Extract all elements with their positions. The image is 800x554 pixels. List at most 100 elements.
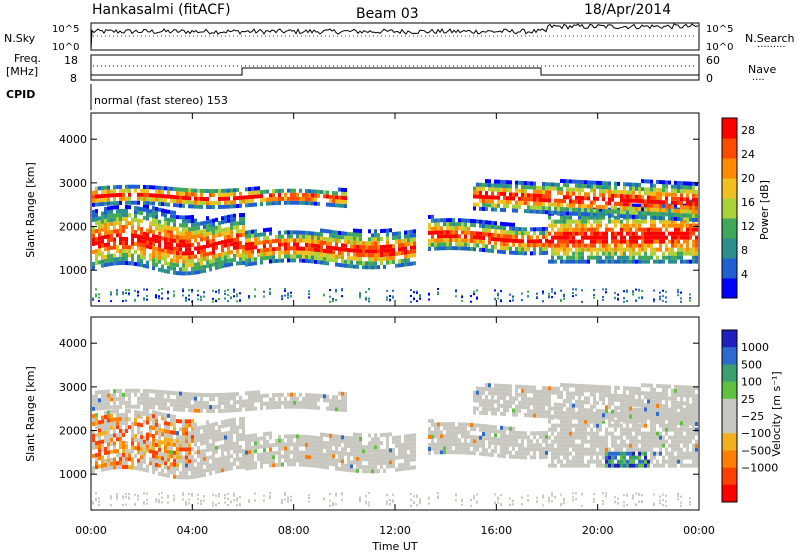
power-cell [473,235,476,240]
power-cell [482,220,485,225]
velocity-cell [227,442,230,447]
power-cell [299,246,302,251]
power-cell [260,252,263,257]
power-cell [290,230,293,235]
power-cell [641,255,644,260]
velocity-cell [215,405,218,410]
velocity-cell [245,399,248,404]
power-cell [587,259,590,264]
power-cell [170,242,173,247]
power-cell [500,191,503,196]
power-cell [323,190,326,195]
velocity-cell [107,442,110,447]
power-cell [686,185,689,190]
power-cell [497,233,500,238]
power-cell [548,210,551,215]
power-cell [587,204,590,209]
power-cell [689,296,691,299]
power-cell [677,291,679,294]
power-cell [173,195,176,200]
velocity-cell [356,464,359,469]
velocity-cell [305,397,308,402]
power-cell [260,198,263,203]
power-cell [95,257,98,262]
power-cell [566,191,569,196]
velocity-cell [311,451,314,456]
velocity-cell [296,400,299,405]
power-cell [284,287,286,290]
power-cell [281,295,283,298]
power-cell [596,180,599,185]
velocity-cell [464,438,467,443]
power-cell [614,185,617,190]
power-cell [233,213,236,218]
velocity-cell [146,389,149,394]
power-cell [629,214,632,219]
power-cell [479,219,482,224]
velocity-cell [419,498,421,501]
power-cell [182,187,185,192]
power-cell [467,218,470,223]
power-cell [668,247,671,252]
power-cell [188,204,191,209]
power-cell [212,201,215,206]
power-cell [122,228,125,233]
velocity-cell [239,407,242,412]
power-cell [176,239,179,244]
velocity-cell [323,432,326,437]
power-cell [434,242,437,247]
velocity-cell [503,446,506,451]
power-cell [662,216,665,221]
power-cell [272,189,275,194]
power-cell [107,185,110,190]
power-cell [218,252,221,257]
power-cell [119,253,122,258]
power-cell [125,200,128,205]
power-cell [431,214,434,219]
power-cell [680,185,683,190]
velocity-cell [101,447,104,452]
power-cell [182,251,185,256]
velocity-cell [173,470,176,475]
power-cell [518,231,521,236]
velocity-cell [167,429,170,434]
power-cell [227,289,229,292]
power-cell [581,212,584,217]
velocity-cell [173,474,176,479]
velocity-cell [212,409,215,414]
velocity-cell [101,390,104,395]
velocity-cell [461,426,464,431]
power-cell [629,251,632,256]
power-cell [101,211,104,216]
velocity-cell [200,465,203,470]
power-cell [674,180,677,185]
power-cell [230,258,233,263]
power-cell [647,207,650,212]
power-cell [254,245,257,250]
power-cell [596,212,599,217]
power-cell [137,184,140,189]
velocity-cell [152,454,155,459]
power-cell [470,218,473,223]
velocity-cell [122,396,125,401]
power-cell [656,203,659,208]
power-cell [377,257,380,262]
velocity-cell [503,434,506,439]
power-cell [569,179,572,184]
velocity-cell [524,401,527,406]
velocity-cell [107,430,110,435]
power-cell [452,238,455,243]
velocity-cell [173,442,176,447]
velocity-cell [329,433,332,438]
velocity-cell [179,419,182,424]
power-cell [101,263,104,268]
power-cell [341,203,344,208]
power-cell [608,259,611,264]
power-cell [158,289,160,292]
power-cell [434,238,437,243]
velocity-cell [266,405,269,410]
velocity-cell [230,462,233,467]
power-cell [272,255,275,260]
power-cell [200,261,203,266]
power-cell [506,204,509,209]
